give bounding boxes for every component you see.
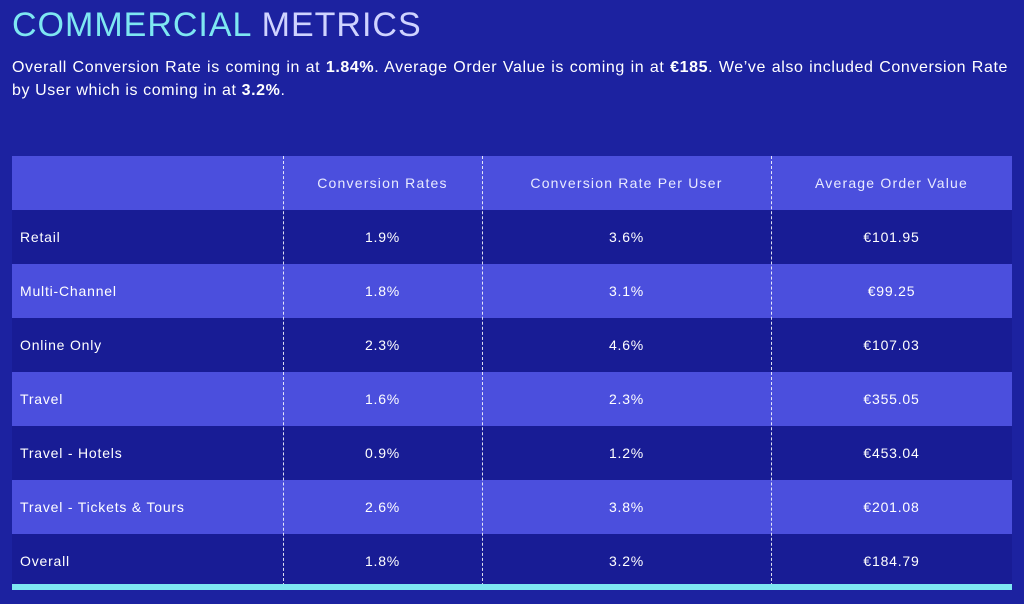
conversion-rate-per-user-cell: 1.2%	[608, 445, 645, 461]
average-order-value-cell: €107.03	[863, 337, 920, 353]
row-label: Overall	[20, 553, 70, 569]
conversion-rate-cell: 2.3%	[364, 337, 401, 353]
column-divider	[482, 156, 483, 586]
conversion-rate-per-user-cell: 3.6%	[608, 229, 645, 245]
conversion-rate-per-user-cell: 3.8%	[608, 499, 645, 515]
row-label: Multi-Channel	[20, 283, 117, 299]
header-cell-segment	[12, 156, 283, 210]
table-row: Travel - Tickets & Tours 2.6% 3.8% €201.…	[12, 480, 1012, 534]
conversion-rate-cell: 1.9%	[364, 229, 401, 245]
table-row: Multi-Channel 1.8% 3.1% €99.25	[12, 264, 1012, 318]
header-cell-conversion-rate-per-user: Conversion Rate Per User	[530, 175, 723, 191]
intro-text-4: .	[280, 82, 286, 99]
conversion-rate-per-user-cell: 3.1%	[608, 283, 645, 299]
intro-text-1: Overall Conversion Rate is coming in at	[12, 59, 326, 76]
intro-paragraph: Overall Conversion Rate is coming in at …	[12, 56, 1008, 102]
row-label: Travel - Hotels	[20, 445, 123, 461]
average-order-value-cell: €201.08	[863, 499, 920, 515]
page-title: COMMERCIAL METRICS	[12, 4, 422, 46]
table-row: Overall 1.8% 3.2% €184.79	[12, 534, 1012, 588]
row-label: Online Only	[20, 337, 102, 353]
average-order-value-cell: €99.25	[867, 283, 916, 299]
row-label: Travel - Tickets & Tours	[20, 499, 185, 515]
table-row: Travel 1.6% 2.3% €355.05	[12, 372, 1012, 426]
conversion-rate-by-user: 3.2%	[241, 82, 281, 99]
average-order-value-cell: €355.05	[863, 391, 920, 407]
average-order-value: €185	[670, 59, 709, 76]
metrics-table: Conversion Rates Conversion Rate Per Use…	[12, 156, 1012, 588]
conversion-rate-cell: 2.6%	[364, 499, 401, 515]
header-cell-conversion-rates: Conversion Rates	[317, 175, 448, 191]
title-part-2: METRICS	[261, 6, 422, 44]
average-order-value-cell: €101.95	[863, 229, 920, 245]
conversion-rate-per-user-cell: 3.2%	[608, 553, 645, 569]
column-divider	[283, 156, 284, 586]
column-divider	[771, 156, 772, 586]
conversion-rate-per-user-cell: 2.3%	[608, 391, 645, 407]
conversion-rate-per-user-cell: 4.6%	[608, 337, 645, 353]
conversion-rate-cell: 1.8%	[364, 283, 401, 299]
overall-conversion-rate: 1.84%	[325, 59, 375, 76]
conversion-rate-cell: 1.6%	[364, 391, 401, 407]
row-label: Retail	[20, 229, 61, 245]
average-order-value-cell: €453.04	[863, 445, 920, 461]
table-row: Online Only 2.3% 4.6% €107.03	[12, 318, 1012, 372]
average-order-value-cell: €184.79	[863, 553, 920, 569]
accent-bar	[12, 584, 1012, 590]
table-row: Travel - Hotels 0.9% 1.2% €453.04	[12, 426, 1012, 480]
table-row: Retail 1.9% 3.6% €101.95	[12, 210, 1012, 264]
conversion-rate-cell: 0.9%	[364, 445, 401, 461]
intro-text-3: . We’ve also included Conversion Rate by…	[12, 59, 1009, 99]
conversion-rate-cell: 1.8%	[364, 553, 401, 569]
intro-text-2: . Average Order Value is coming in at	[374, 59, 671, 76]
row-label: Travel	[20, 391, 64, 407]
table-header-row: Conversion Rates Conversion Rate Per Use…	[12, 156, 1012, 210]
header-cell-average-order-value: Average Order Value	[814, 175, 969, 191]
title-part-1: COMMERCIAL	[12, 6, 252, 44]
